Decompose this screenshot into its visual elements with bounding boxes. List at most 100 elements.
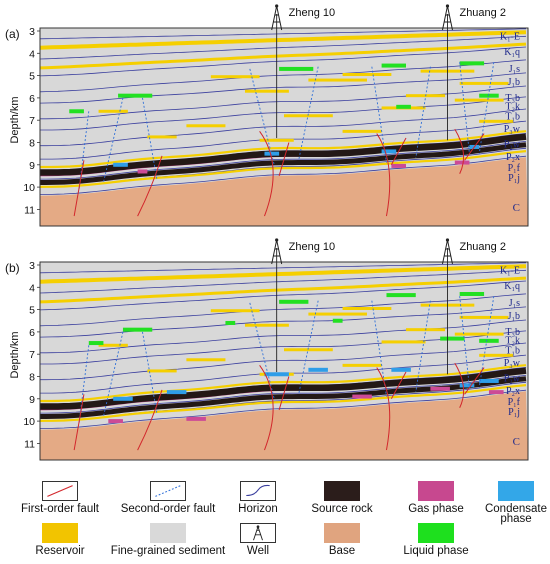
horizon-line: [40, 96, 527, 131]
condensate-phase-patch: [113, 396, 133, 401]
legend-label: Liquid phase: [403, 545, 469, 557]
reservoir-segment: [186, 124, 226, 128]
first-order-fault-icon: [42, 481, 78, 501]
liquid-phase-patch: [122, 327, 153, 332]
gas-phase-patch: [391, 163, 406, 168]
stratum-label: T₃b: [505, 93, 520, 104]
first-order-fault: [390, 371, 407, 400]
liquid-phase-patch: [479, 338, 499, 343]
stratum-label: K₁-E: [500, 265, 520, 276]
horizon-line: [40, 293, 527, 327]
derrick-top: [445, 238, 450, 242]
second-order-fault: [249, 68, 275, 165]
first-order-fault: [376, 133, 391, 217]
liquid-phase-patch: [225, 320, 236, 325]
depth-tick-label: 10: [23, 182, 35, 194]
horizon-line: [40, 108, 527, 147]
depth-tick-label: 5: [29, 305, 35, 317]
reservoir-segment: [459, 315, 509, 319]
reservoir-segment: [98, 343, 128, 347]
gas-phase-patch: [108, 419, 123, 424]
legend-label: Condensate: [484, 503, 548, 515]
depth-tick-label: 9: [29, 394, 35, 406]
liquid-phase-patch: [332, 318, 343, 323]
second-order-fault: [142, 97, 158, 181]
well-derrick-icon: [271, 238, 283, 265]
depth-tick-label: 8: [29, 372, 35, 384]
reservoir-band: [40, 150, 527, 188]
horizon-line: [40, 375, 527, 414]
reservoir-segment: [210, 309, 260, 313]
panel-b: (b) Depth/km 3 4 5 6 7 8 9 10 11 Zheng 10 Zhuang …: [5, 238, 529, 461]
liquid-phase-patch: [440, 336, 465, 341]
depth-tick-label: 4: [29, 282, 35, 294]
panel-b-label: (b): [5, 261, 20, 275]
stratum-label: T₂k: [505, 336, 520, 347]
reservoir-segment: [308, 78, 367, 82]
legend-swatch: [418, 481, 454, 501]
gas-phase-patch: [454, 160, 470, 165]
condensate-phase-patch: [391, 367, 411, 372]
legend-item: Source rock: [292, 481, 392, 515]
stratum-label: J₁b: [508, 77, 520, 88]
reservoir-band: [40, 384, 527, 422]
depth-axis-title-a: Depth/km: [9, 96, 21, 143]
legend-label: Source rock: [311, 503, 373, 515]
legend-item: Base: [292, 523, 392, 557]
horizon-line: [40, 46, 527, 77]
depth-tick-label: 6: [29, 327, 35, 339]
legend-item: Gas phase: [386, 481, 486, 515]
well-icon: [240, 523, 276, 543]
stratum-label: P₁f: [508, 397, 521, 408]
legend-item: Second-order fault: [118, 481, 218, 515]
reservoir-segment: [342, 72, 392, 76]
horizon-line: [40, 85, 527, 120]
depth-tick-label: 9: [29, 160, 35, 172]
stratum-label: P₂w: [504, 140, 521, 151]
legend-item: Horizon: [208, 481, 308, 515]
depth-tick-label: 11: [24, 204, 35, 216]
legend-item: Reservoir: [10, 523, 110, 557]
reservoir-segment: [244, 89, 289, 93]
horizon-line: [40, 342, 527, 381]
reservoir-segment: [308, 312, 367, 316]
liquid-phase-patch: [479, 93, 499, 98]
source-rock: [40, 367, 527, 410]
reservoir-segment: [98, 109, 128, 113]
stratum-label: J₁s: [509, 64, 520, 75]
stratum-label: P₃w: [504, 358, 521, 369]
reservoir-band: [40, 130, 527, 169]
horizon-line: [40, 319, 527, 354]
stratum-label: P₂x: [506, 386, 520, 397]
second-order-fault: [478, 296, 495, 388]
horizon-line: [40, 59, 527, 93]
legend-label: Well: [246, 545, 270, 557]
legend-item: Liquid phase: [386, 523, 486, 557]
reservoir-segment: [147, 135, 177, 139]
stratum-label: C: [513, 202, 520, 214]
legend-swatch: [418, 523, 454, 543]
second-order-fault: [103, 97, 124, 183]
source-rock: [40, 133, 527, 176]
reservoir-segment: [284, 348, 333, 352]
reservoir-segment: [459, 81, 509, 85]
wells-b: Zheng 10 Zhuang 2: [271, 238, 506, 375]
depth-ticks-a: 3 4 5 6 7 8 9 10 11: [23, 26, 40, 216]
condensate-phase-patch: [166, 390, 187, 395]
reservoir-segment: [147, 369, 177, 373]
liquid-phase-patch: [459, 61, 485, 66]
first-order-fault: [73, 394, 85, 451]
reservoir-segment: [259, 138, 294, 142]
reservoir-band: [40, 42, 527, 70]
stratum-label: K₁q: [504, 47, 520, 58]
depth-tick-label: 10: [23, 416, 35, 428]
gas-phase-patch: [430, 386, 450, 391]
horizon-line: [40, 72, 527, 104]
reservoir-segment: [454, 332, 504, 336]
depth-tick-label: 8: [29, 138, 35, 150]
stratum-label: T₁b: [505, 112, 520, 123]
depth-tick-label: 3: [29, 26, 35, 38]
legend-item: Well: [208, 523, 308, 557]
depth-tick-label: 5: [29, 71, 35, 83]
second-order-fault: [459, 62, 470, 154]
